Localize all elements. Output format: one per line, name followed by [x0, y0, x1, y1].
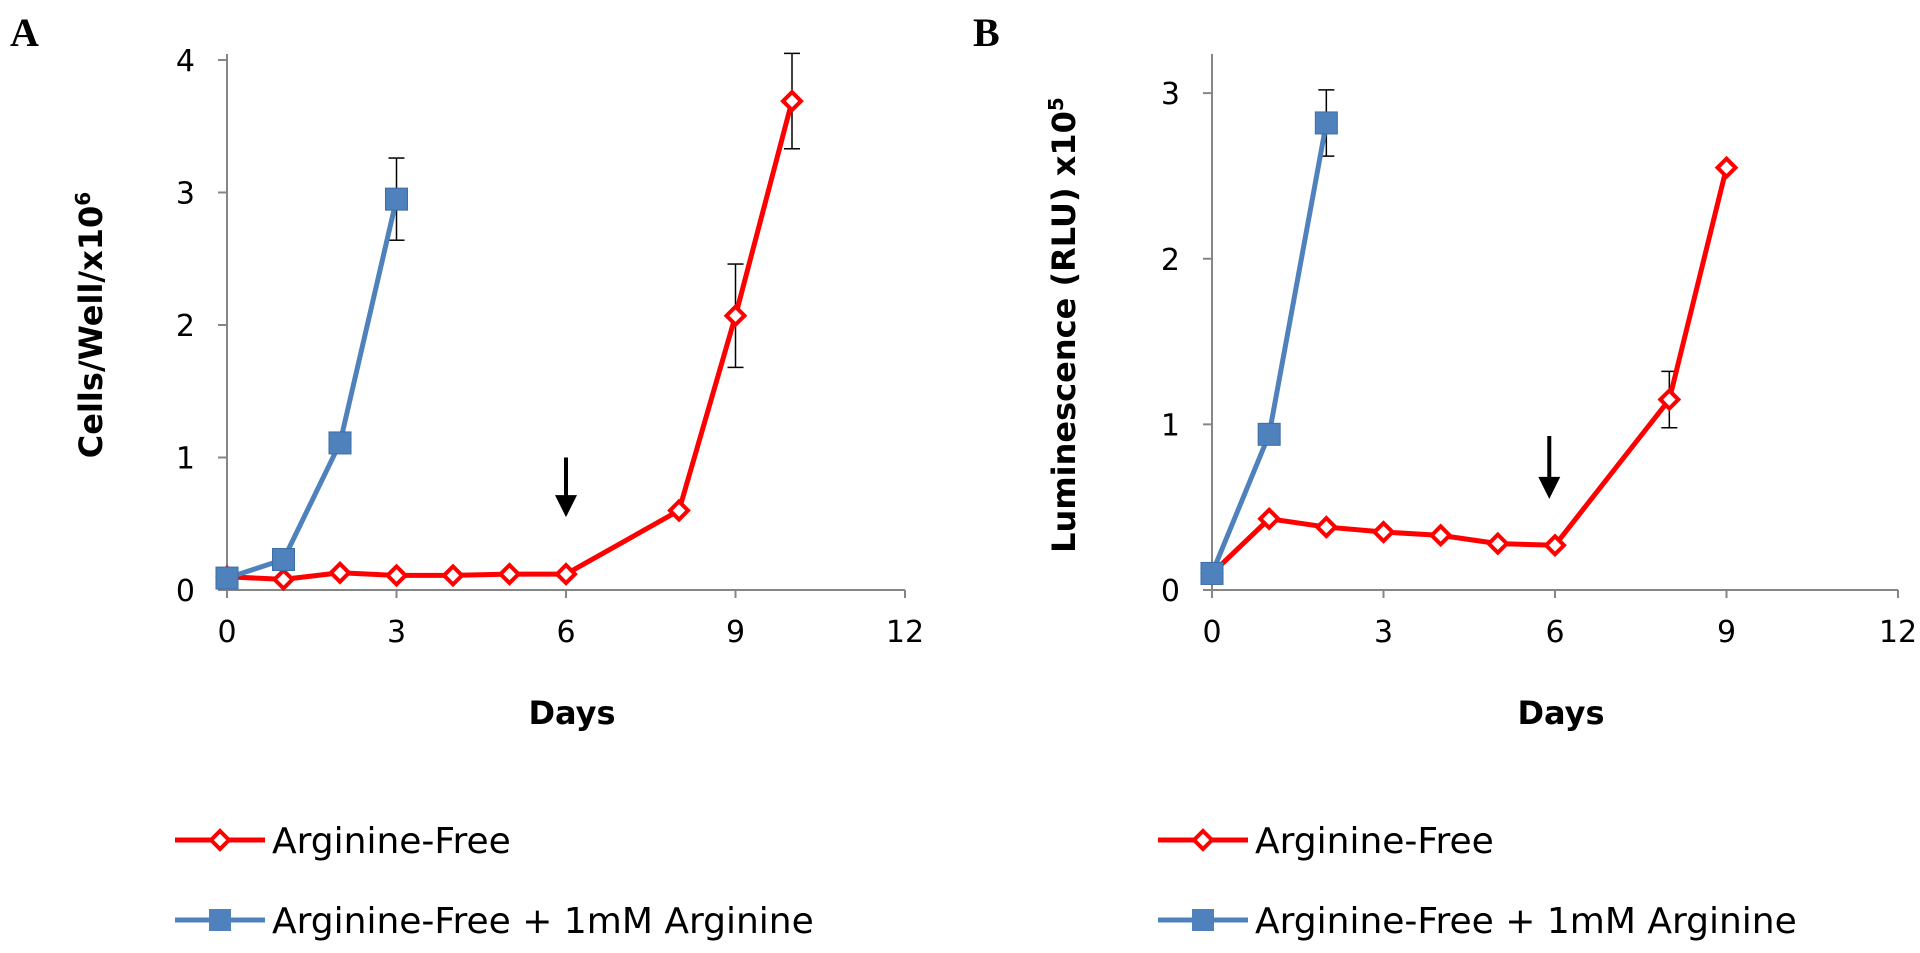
panel-a-series-arginine-free-point: [554, 562, 578, 586]
panel-a-y-tick-label: 4: [176, 44, 195, 79]
panel-b-legend-entry: Arginine-Free + 1mM Arginine: [1158, 901, 1797, 942]
panel-a-series-arginine-free-plus-arginine-line: [226, 198, 399, 581]
panel-b-series-arginine-free-point: [1714, 155, 1739, 180]
panel-b-letter: B: [973, 10, 1000, 55]
panel-b-x-tick-label: 9: [1717, 615, 1736, 650]
panel-a-arrow-head: [555, 495, 577, 518]
panel-b-series-arginine-free-point: [1371, 520, 1396, 544]
panel-a-x-tick-label: 6: [556, 615, 575, 650]
panel-a-series-arginine-free-plus-arginine: [215, 157, 408, 590]
panel-b-series-arginine-free-point: [1314, 515, 1339, 539]
panel-b-series-arginine-free-point: [1543, 533, 1567, 558]
panel-b-legend-label: Arginine-Free + 1mM Arginine: [1255, 901, 1797, 942]
panel-a-series-arginine-free-plus-arginine-point: [385, 187, 408, 211]
panel-a-series-arginine-free-point: [384, 563, 409, 588]
panel-a-x-tick-label: 12: [886, 615, 924, 650]
panel-a-legend-entry: Arginine-Free: [175, 821, 511, 862]
panel-a-x-tick-label: 9: [726, 615, 745, 650]
panel-b-y-axis-title: Luminescence (RLU) x105: [1044, 97, 1083, 553]
panel-a-series-arginine-free-point: [497, 562, 522, 586]
panel-a-letter: A: [10, 10, 39, 55]
panel-a-x-tick-label: 0: [217, 615, 236, 650]
panel-b-series-arginine-free-point: [1486, 531, 1510, 556]
panel-a-series-arginine-free-plus-arginine-point: [215, 566, 239, 590]
panel-a-series-arginine-free-point: [328, 560, 352, 585]
panel-b-series-arginine-free-plus-arginine-point: [1257, 422, 1281, 446]
panel-a-legend-marker: [208, 828, 232, 852]
panel-a-y-axis-title: Cells/Well/x106: [71, 192, 110, 458]
panel-b-y-axis-title-superscript: 5: [1044, 97, 1068, 111]
panel-a-legend-entry: Arginine-Free + 1mM Arginine: [175, 901, 814, 942]
panel-a-series-arginine-free-point: [780, 89, 804, 113]
panel-b-y-tick-label: 0: [1161, 574, 1180, 609]
panel-b-arrow-head: [1538, 476, 1561, 499]
panel-b-series-arginine-free-plus-arginine-point: [1200, 561, 1224, 585]
panel-b-y-tick-label: 1: [1161, 408, 1180, 443]
panel-b-x-tick-label: 6: [1545, 615, 1564, 650]
panel-b-series-arginine-free-line: [1210, 167, 1729, 576]
panel-b-series-arginine-free-point: [1428, 523, 1453, 548]
panel-a-legend-marker: [209, 909, 231, 931]
panel-a-x-axis-title: Days: [528, 694, 615, 732]
panel-b-legend-marker: [1192, 909, 1214, 931]
panel-a-y-tick-label: 3: [176, 177, 195, 212]
panel-b-series-arginine-free-plus-arginine-line: [1209, 122, 1329, 575]
panel-b-x-tick-label: 12: [1879, 615, 1917, 650]
panel-a-y-axis-title-superscript: 6: [71, 192, 95, 206]
panel-a-x-tick-label: 3: [387, 615, 406, 650]
panel-a-y-tick-label: 0: [176, 574, 195, 609]
panel-a-y-tick-label: 1: [176, 442, 195, 477]
panel-a-legend-label: Arginine-Free + 1mM Arginine: [272, 901, 814, 942]
panel-a-legend-label: Arginine-Free: [272, 821, 511, 862]
panel-b-y-tick-label: 2: [1161, 243, 1180, 278]
panel-a-y-tick-label: 2: [176, 309, 195, 344]
panel-a-series-arginine-free-plus-arginine-point: [328, 431, 352, 455]
panel-a: A0 3 6 9 1201234DaysCells/Well/x106Arginine-…: [10, 10, 924, 942]
panel-b-series-arginine-free-point: [1657, 387, 1682, 412]
panel-a-series-arginine-free: [215, 52, 804, 592]
panel-b-legend-entry: Arginine-Free: [1158, 821, 1494, 862]
panel-b-series-arginine-free-point: [1257, 506, 1281, 531]
panel-b-series-arginine-free-plus-arginine-point: [1314, 111, 1338, 135]
panel-b-series-arginine-free-plus-arginine: [1200, 89, 1338, 585]
panel-a-series-arginine-free-plus-arginine-point: [272, 548, 295, 572]
panel-b-legend-marker: [1191, 828, 1215, 852]
panel-b-y-tick-label: 3: [1161, 77, 1180, 112]
panel-a-series-arginine-free-line: [226, 100, 795, 582]
panel-a-series-arginine-free-point: [441, 563, 465, 588]
panel-a-series-arginine-free-point: [271, 567, 296, 592]
panel-b-legend-label: Arginine-Free: [1255, 821, 1494, 862]
panel-a-series-arginine-free-point: [723, 303, 748, 328]
panel-a-series-arginine-free-point: [667, 498, 691, 523]
panel-b-x-axis-title: Days: [1517, 694, 1604, 732]
panel-b-x-tick-label: 3: [1374, 615, 1393, 650]
panel-b-x-tick-label: 0: [1202, 615, 1221, 650]
